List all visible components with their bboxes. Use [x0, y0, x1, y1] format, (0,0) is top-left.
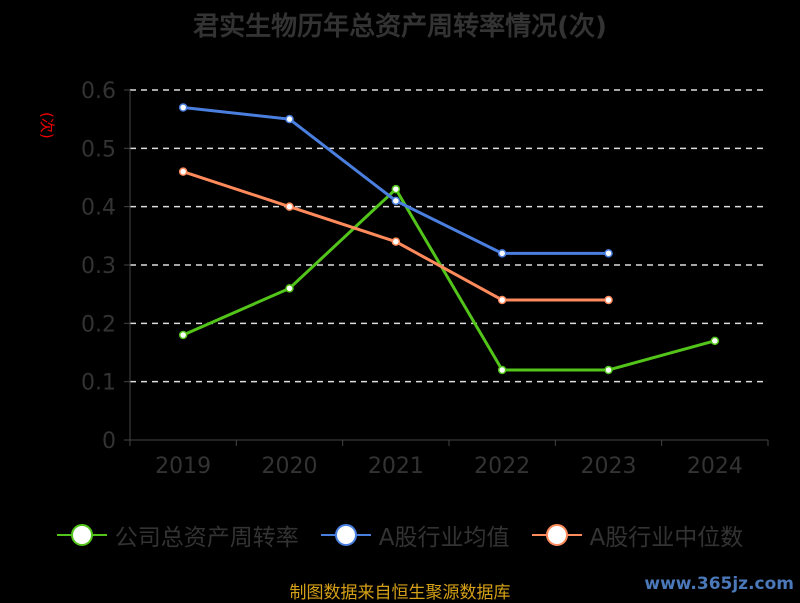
- plot-area: 0 0.1 0.2 0.3 0.4 0.5 0.6 2019 2020 2021 2022 2023 2…: [81, 79, 769, 479]
- data-point: [285, 114, 294, 124]
- x-tick-label: 2019: [155, 454, 211, 479]
- legend-item[interactable]: A股行业均值: [320, 518, 510, 552]
- legend-label: A股行业均值: [378, 525, 510, 551]
- legend-item[interactable]: 公司总资产周转率: [56, 518, 299, 552]
- data-point: [178, 167, 188, 176]
- data-point: [497, 295, 507, 305]
- data-point: [285, 202, 294, 211]
- x-tick-label: 2024: [687, 454, 743, 479]
- y-tick-label: 0.5: [81, 137, 116, 162]
- y-tick-label: 0: [102, 429, 116, 454]
- y-tick-label: 0.6: [81, 79, 116, 104]
- x-tick-label: 2023: [581, 454, 637, 479]
- legend-marker-icon: [320, 524, 371, 546]
- legend-item[interactable]: A股行业中位数: [531, 518, 744, 552]
- data-point: [710, 336, 720, 346]
- data-point: [604, 295, 613, 305]
- data-point: [497, 249, 507, 258]
- data-point: [497, 365, 507, 375]
- y-tick-label: 0.4: [81, 196, 116, 221]
- chart-title: 君实生物历年总资产周转率情况(次): [193, 12, 607, 42]
- data-point: [285, 284, 294, 293]
- legend-label: A股行业中位数: [589, 525, 744, 551]
- x-tick-label: 2020: [262, 454, 318, 479]
- legend: 公司总资产周转率 A股行业均值 A股行业中位数: [0, 518, 800, 552]
- data-point: [391, 237, 401, 246]
- data-point: [391, 196, 401, 206]
- data-point: [604, 249, 613, 258]
- data-point: [391, 184, 401, 194]
- legend-label: 公司总资产周转率: [114, 525, 299, 551]
- y-tick-label: 0.2: [81, 312, 116, 337]
- data-point: [178, 103, 188, 112]
- y-tick-label: 0.3: [81, 254, 116, 279]
- data-point: [178, 330, 188, 340]
- legend-marker-icon: [56, 524, 107, 546]
- x-tick-label: 2022: [474, 454, 530, 479]
- y-tick-label: 0.1: [81, 371, 116, 396]
- source-note: 制图数据来自恒生聚源数据库: [289, 583, 511, 603]
- data-point: [604, 365, 613, 375]
- watermark: www.365jz.com: [644, 574, 794, 594]
- x-tick-label: 2021: [368, 454, 424, 479]
- legend-marker-icon: [531, 524, 582, 546]
- series-line-1: [183, 106, 609, 255]
- series-line-0: [182, 186, 716, 372]
